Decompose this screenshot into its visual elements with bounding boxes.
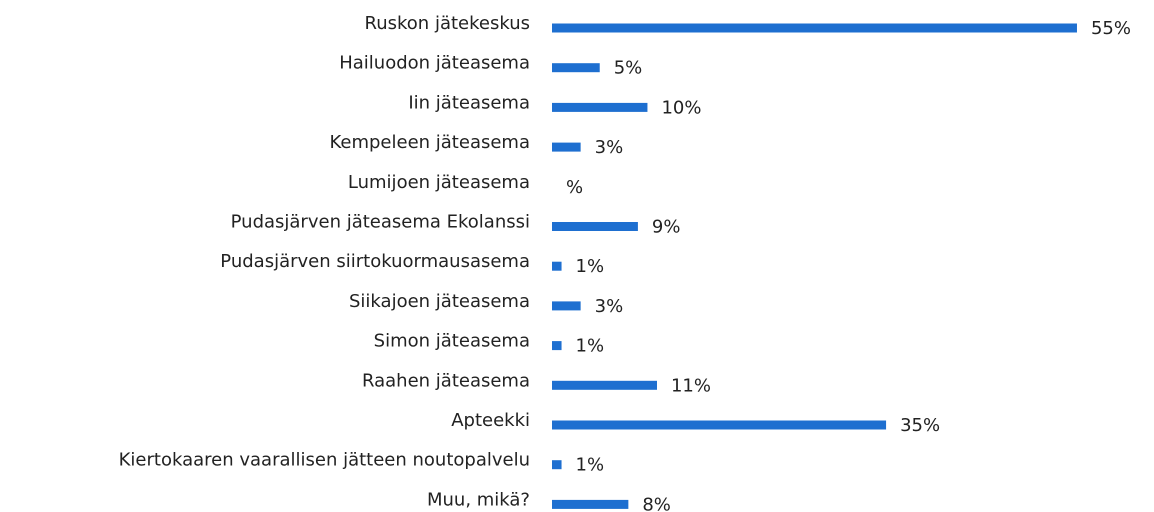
category-label: Pudasjärven jäteasema Ekolanssi [231,212,530,233]
value-label: 11% [671,375,711,396]
value-label: 8% [642,494,671,512]
bar [552,261,562,271]
bar [552,102,648,112]
bar [552,341,562,351]
category-label: Kempeleen jäteasema [329,132,530,153]
category-label: Simon jäteasema [374,331,530,352]
value-label: 55% [1091,18,1131,39]
category-label: Raahen jäteasema [362,370,530,391]
value-label: 35% [900,415,940,436]
bar [552,420,887,430]
bar [552,23,1077,33]
value-label: 3% [595,296,624,317]
category-label: Pudasjärven siirtokuormausasema [220,251,530,272]
bar [552,460,562,470]
value-label: % [566,177,583,198]
bar [552,301,581,311]
category-label: Iin jäteasema [408,92,530,113]
category-label: Lumijoen jäteasema [348,172,530,193]
bar [552,222,638,231]
value-label: 1% [576,256,605,277]
bar [552,142,581,152]
category-label: Hailuodon jäteasema [339,53,530,74]
bar [552,499,629,509]
category-label: Kiertokaaren vaarallisen jätteen noutopa… [119,450,530,471]
category-label: Ruskon jätekeskus [365,13,530,34]
category-label: Siikajoen jäteasema [349,291,530,312]
category-label: Apteekki [451,410,530,431]
value-label: 5% [614,58,643,79]
value-label: 1% [576,336,605,357]
value-label: 3% [595,137,624,158]
value-label: 1% [576,455,605,476]
bar [552,380,657,390]
value-label: 10% [661,97,701,118]
category-label: Muu, mikä? [427,489,530,510]
bar [552,63,600,73]
value-label: 9% [652,217,681,238]
